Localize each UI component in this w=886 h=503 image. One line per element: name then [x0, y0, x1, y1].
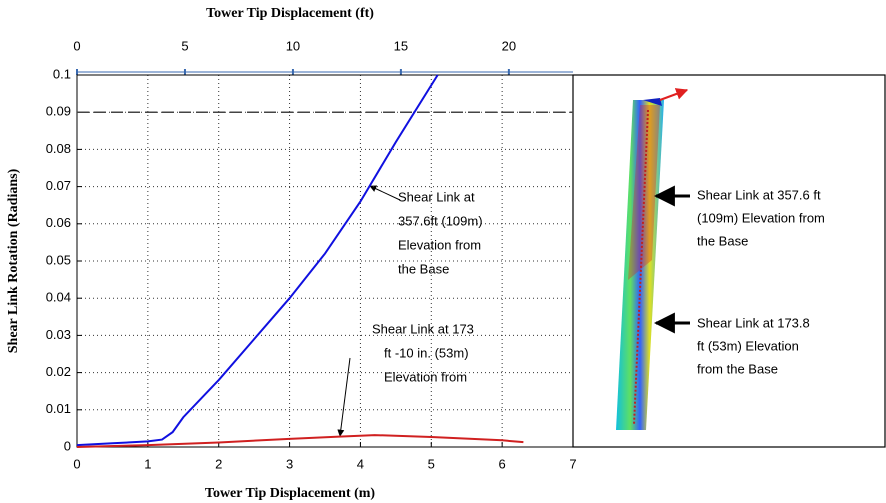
y-tick-label: 0: [64, 438, 71, 453]
image-annotation: Shear Link at 357.6 ft: [697, 187, 821, 202]
x-tick-label: 7: [569, 456, 576, 471]
x-tick-label: 1: [144, 456, 151, 471]
x-tick-label: 0: [73, 456, 80, 471]
tower-image: [616, 90, 687, 430]
arrow: [340, 358, 350, 436]
y-tick-label: 0.01: [46, 401, 71, 416]
y-tick-label: 0.09: [46, 104, 71, 119]
x2-tick-label: 10: [286, 38, 300, 53]
annotation: Shear Link at 173: [372, 321, 474, 336]
image-annotation: Shear Link at 173.8: [697, 315, 810, 330]
y-tick-label: 0.08: [46, 141, 71, 156]
annotation: Elevation from: [398, 237, 481, 252]
x2-tick-label: 0: [73, 38, 80, 53]
x-tick-label: 5: [428, 456, 435, 471]
x-tick-label: 6: [499, 456, 506, 471]
image-annotation: ft (53m) Elevation: [697, 338, 799, 353]
image-annotation: from the Base: [697, 361, 778, 376]
x2-tick-label: 20: [502, 38, 516, 53]
annotation: Elevation from: [384, 369, 467, 384]
x-tick-label: 4: [357, 456, 364, 471]
annotation: the Base: [398, 261, 449, 276]
x2-tick-label: 5: [181, 38, 188, 53]
x2-tick-label: 15: [394, 38, 408, 53]
annotation: ft -10 in. (53m): [384, 345, 469, 360]
y-tick-label: 0.02: [46, 364, 71, 379]
y-tick-label: 0.04: [46, 290, 71, 305]
series-line: [77, 75, 438, 445]
y-tick-label: 0.05: [46, 252, 71, 267]
x-tick-label: 2: [215, 456, 222, 471]
y-tick-label: 0.07: [46, 178, 71, 193]
y-tick-label: 0.1: [53, 66, 71, 81]
y-tick-label: 0.03: [46, 327, 71, 342]
y-axis-title: Shear Link Rotation (Radians): [6, 168, 21, 353]
x-axis-title: Tower Tip Displacement (m): [205, 486, 376, 501]
x2-axis-title: Tower Tip Displacement (ft): [206, 6, 374, 21]
image-annotation: (109m) Elevation from: [697, 210, 825, 225]
annotation: Shear Link at: [398, 189, 475, 204]
x-tick-label: 3: [286, 456, 293, 471]
y-tick-label: 0.06: [46, 215, 71, 230]
image-annotation: the Base: [697, 233, 748, 248]
chart: Tower Tip Displacement (m) Tower Tip Dis…: [0, 0, 886, 503]
arrow: [370, 186, 400, 200]
annotation: 357.6ft (109m): [398, 213, 483, 228]
